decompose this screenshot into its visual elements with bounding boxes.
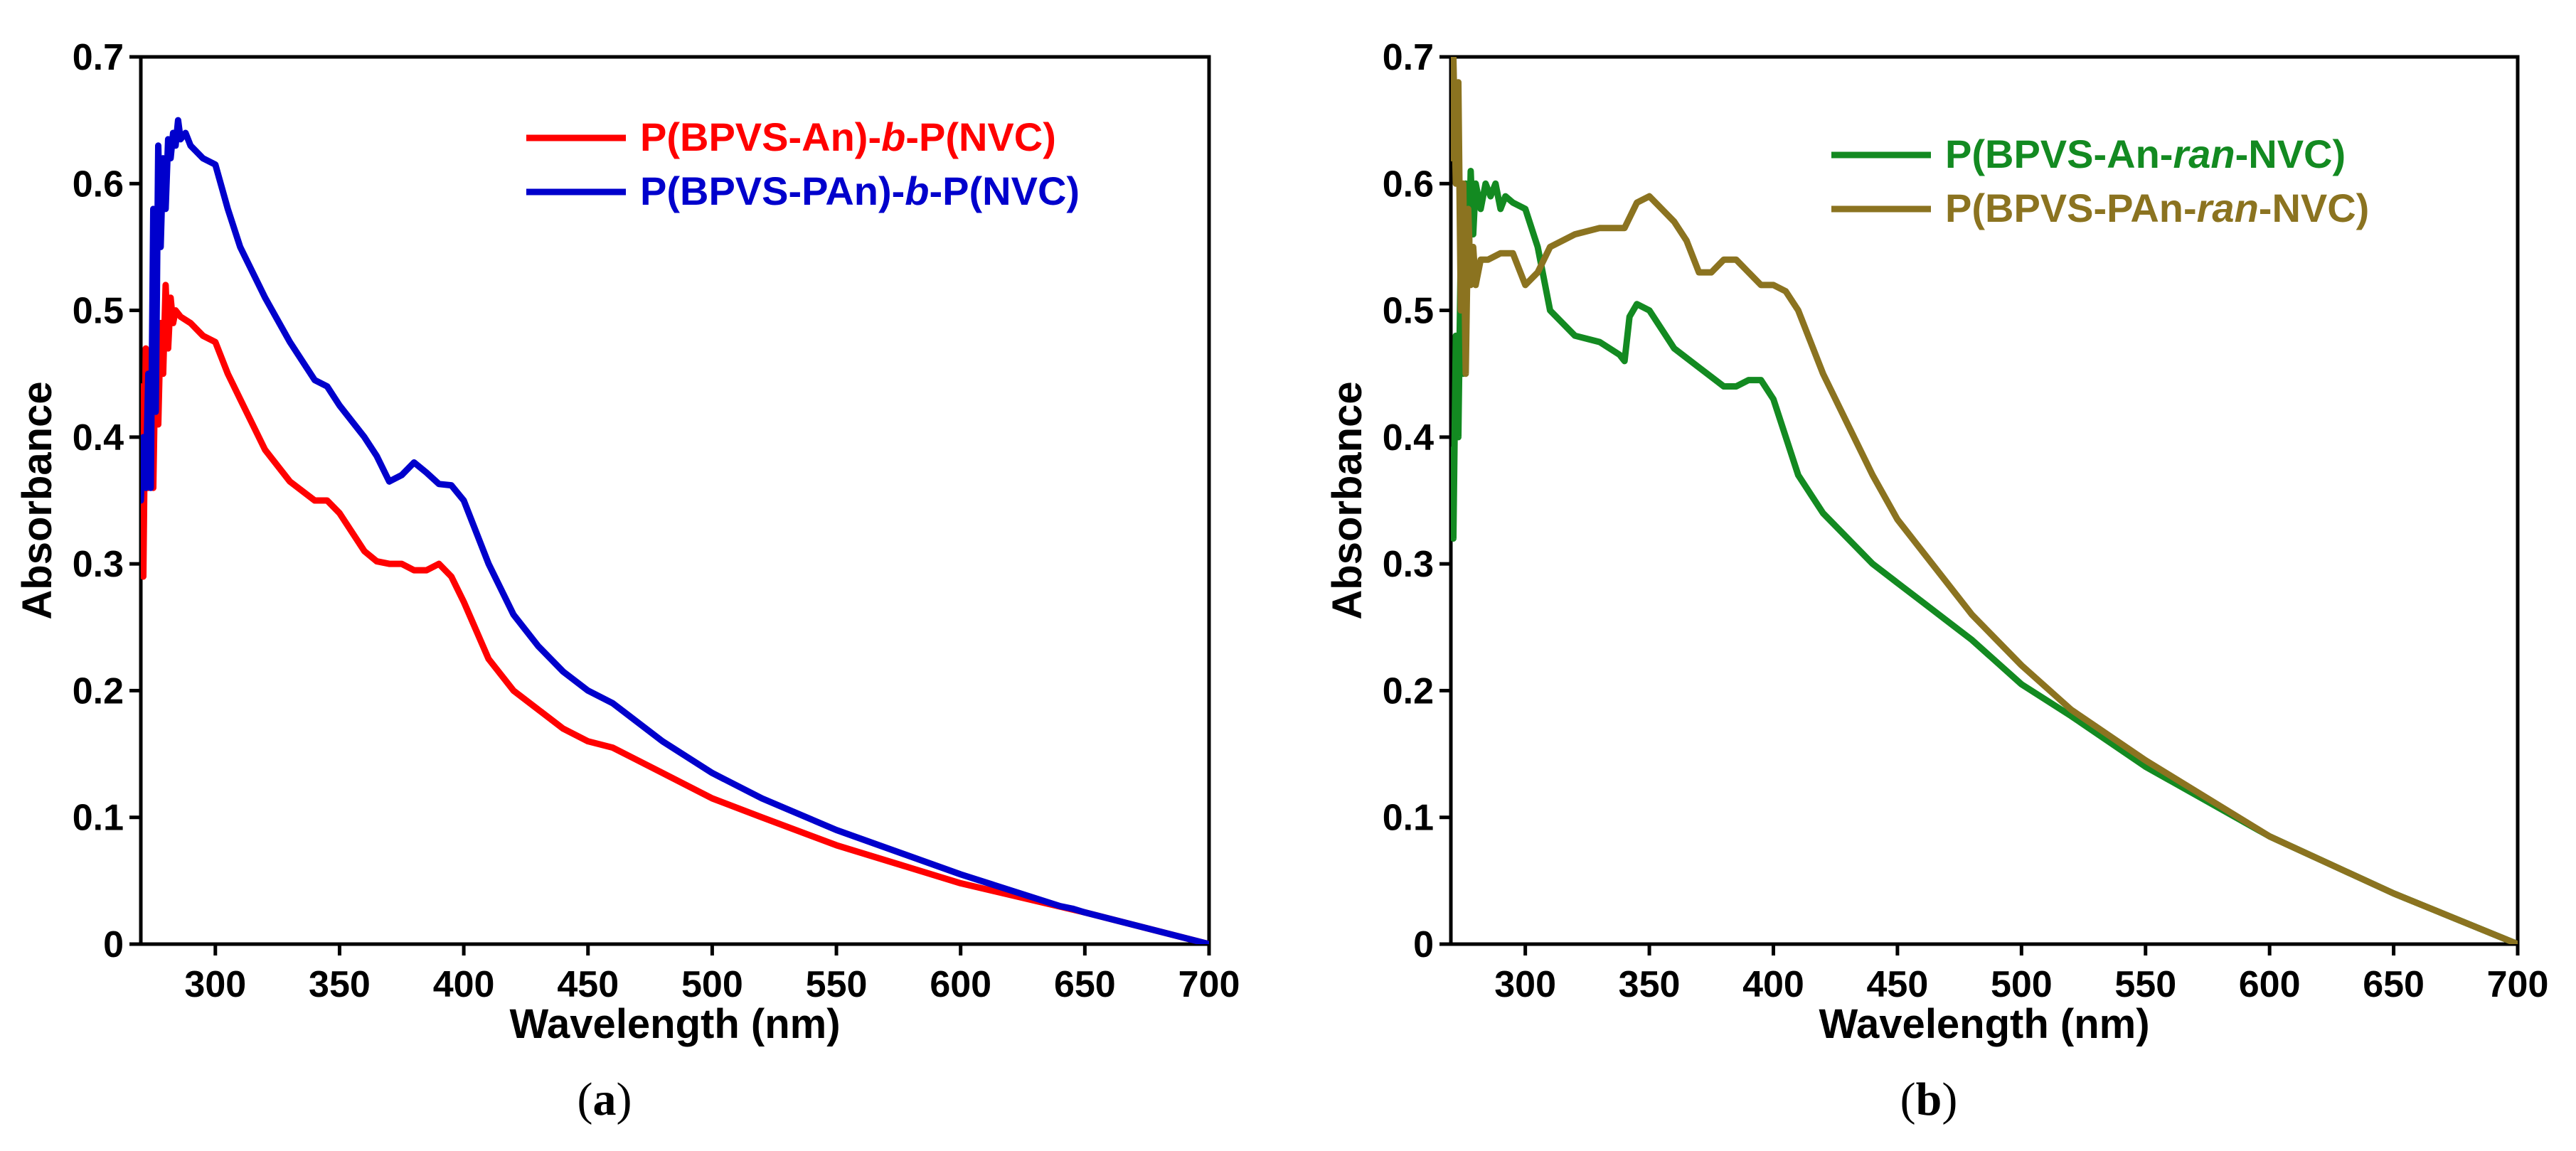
series-line-1: [1451, 168, 2518, 944]
panel-label-part: ): [617, 1074, 632, 1125]
legend-text-part: P(BPVS-An-: [1945, 132, 2173, 176]
series-line-2: [1451, 57, 2518, 944]
y-axis-title: Absorbance: [14, 381, 60, 619]
x-tick-label: 350: [309, 964, 371, 1005]
y-tick-label: 0.7: [73, 37, 124, 78]
x-tick-label: 700: [2487, 964, 2549, 1005]
legend-text-part: -NVC): [2259, 186, 2370, 230]
x-tick-label: 400: [1742, 964, 1804, 1005]
y-tick-label: 0.1: [73, 798, 124, 839]
y-tick-label: 0.6: [73, 164, 124, 205]
y-tick-label: 0.3: [73, 544, 124, 585]
x-axis-title: Wavelength (nm): [1819, 1001, 2149, 1047]
series-line-2: [141, 117, 1209, 944]
legend-entry-2: P(BPVS-PAn-ran-NVC): [1945, 186, 2369, 230]
x-tick-label: 600: [930, 964, 991, 1005]
x-tick-label: 500: [1991, 964, 2053, 1005]
x-tick-label: 300: [1494, 964, 1556, 1005]
x-tick-label: 450: [1867, 964, 1929, 1005]
y-tick-label: 0.6: [1383, 164, 1434, 205]
x-tick-label: 350: [1619, 964, 1681, 1005]
series-line-1: [141, 282, 1209, 944]
panel-label-part: (: [1900, 1074, 1916, 1125]
y-tick-label: 0: [103, 924, 124, 965]
panel-label-part: b: [1916, 1074, 1942, 1125]
panel-label: (b): [1900, 1074, 1958, 1125]
y-tick-label: 0.5: [73, 291, 124, 332]
legend-entry-1: P(BPVS-An)-b-P(NVC): [640, 114, 1056, 159]
x-tick-label: 500: [681, 964, 743, 1005]
x-tick-label: 650: [2363, 964, 2425, 1005]
legend-text-part: b: [905, 168, 929, 213]
x-tick-label: 600: [2239, 964, 2301, 1005]
legend-entry-1: P(BPVS-An-ran-NVC): [1945, 132, 2346, 176]
panel-label-part: a: [593, 1074, 617, 1125]
legend-text-part: P(BPVS-PAn-: [1945, 186, 2197, 230]
panel-label-part: (: [578, 1074, 593, 1125]
panel-a-chart: 0 0.1 0.2 0.3 0.4 0.5 0.6 0.7 300 350 400 450 500 550…: [14, 37, 1240, 1125]
x-tick-label: 550: [2114, 964, 2176, 1005]
x-tick-label: 400: [433, 964, 495, 1005]
panel-b-chart: 0 0.1 0.2 0.3 0.4 0.5 0.6 0.7 300 350 400 450 500 550…: [1324, 37, 2548, 1125]
legend-text-part: -P(NVC): [905, 114, 1056, 159]
legend-text-part: b: [881, 114, 905, 159]
panel-label-part: ): [1942, 1074, 1957, 1125]
y-tick-label: 0.4: [73, 417, 124, 459]
x-axis-title: Wavelength (nm): [509, 1001, 840, 1047]
legend-text-part: -P(NVC): [930, 168, 1080, 213]
x-tick-label: 550: [806, 964, 868, 1005]
legend-text-part: ran: [2173, 132, 2235, 176]
y-tick-label: 0.3: [1383, 544, 1434, 585]
legend-text-part: P(BPVS-PAn)-: [640, 168, 905, 213]
legend-text-part: P(BPVS-An)-: [640, 114, 881, 159]
y-tick-label: 0.1: [1383, 798, 1434, 839]
panel-label: (a): [578, 1074, 632, 1125]
x-tick-label: 700: [1178, 964, 1240, 1005]
y-tick-label: 0.4: [1383, 417, 1434, 459]
x-tick-label: 450: [557, 964, 619, 1005]
y-tick-label: 0.2: [73, 670, 124, 712]
x-tick-label: 650: [1054, 964, 1116, 1005]
y-tick-label: 0.2: [1383, 670, 1434, 712]
y-tick-label: 0.7: [1383, 37, 1434, 78]
y-tick-label: 0.5: [1383, 291, 1434, 332]
y-axis-title: Absorbance: [1324, 381, 1371, 619]
x-tick-label: 300: [184, 964, 246, 1005]
legend-entry-2: P(BPVS-PAn)-b-P(NVC): [640, 168, 1080, 213]
legend-text-part: -NVC): [2235, 132, 2346, 176]
y-tick-label: 0: [1413, 924, 1434, 965]
legend-text-part: ran: [2197, 186, 2259, 230]
